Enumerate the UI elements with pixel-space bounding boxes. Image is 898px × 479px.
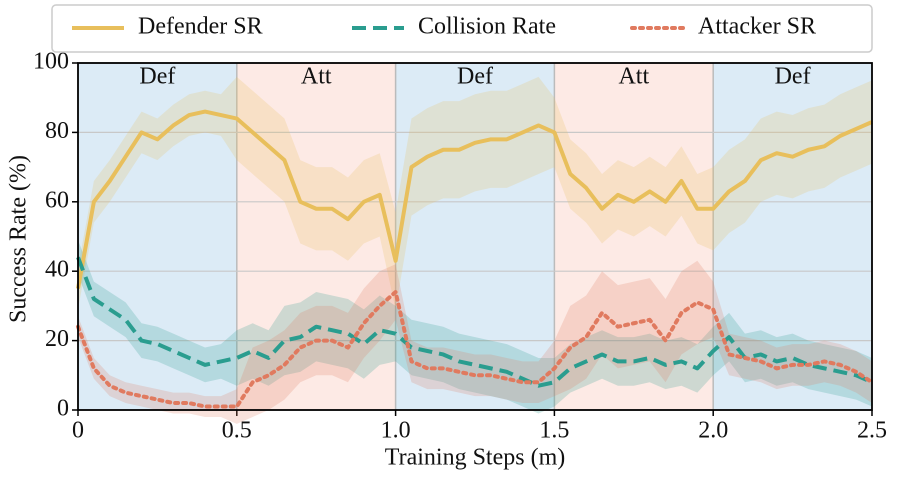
y-tick-label: 60	[45, 187, 69, 213]
plot-frame	[77, 62, 873, 411]
x-tick-label: 0.5	[222, 418, 252, 444]
y-tick-label: 100	[33, 49, 69, 75]
series-line	[76, 256, 873, 388]
y-tick-label: 40	[45, 257, 69, 283]
error-band	[78, 239, 872, 414]
y-tick-label: 80	[45, 118, 69, 144]
y-tick-label: 0	[57, 396, 69, 422]
phase-label: Att	[618, 64, 649, 90]
legend-label: Attacker SR	[698, 14, 816, 40]
x-tick-label: 1.5	[539, 418, 569, 444]
x-axis-label: Training Steps (m)	[385, 445, 565, 471]
x-tick-label: 0	[72, 418, 84, 444]
x-tick-label: 1.0	[381, 418, 411, 444]
error-band	[78, 76, 872, 310]
x-tick-label: 2.0	[698, 418, 728, 444]
phase-label: Def	[775, 64, 811, 90]
phase-label: Att	[301, 64, 332, 90]
phase-label: Def	[457, 64, 493, 90]
phase-label: Def	[139, 64, 175, 90]
y-axis-label: Success Rate (%)	[6, 155, 32, 323]
phase-region	[395, 63, 555, 410]
error-band	[78, 260, 872, 424]
series-line	[76, 109, 873, 289]
y-tick-label: 20	[45, 326, 69, 352]
series-line	[76, 290, 874, 409]
x-tick-label: 2.5	[857, 418, 887, 444]
legend-label: Collision Rate	[418, 14, 556, 40]
phase-region	[236, 63, 396, 410]
legend-box	[51, 4, 873, 53]
legend-label: Defender SR	[138, 14, 263, 40]
phase-region	[554, 63, 714, 410]
phase-region	[78, 63, 237, 410]
